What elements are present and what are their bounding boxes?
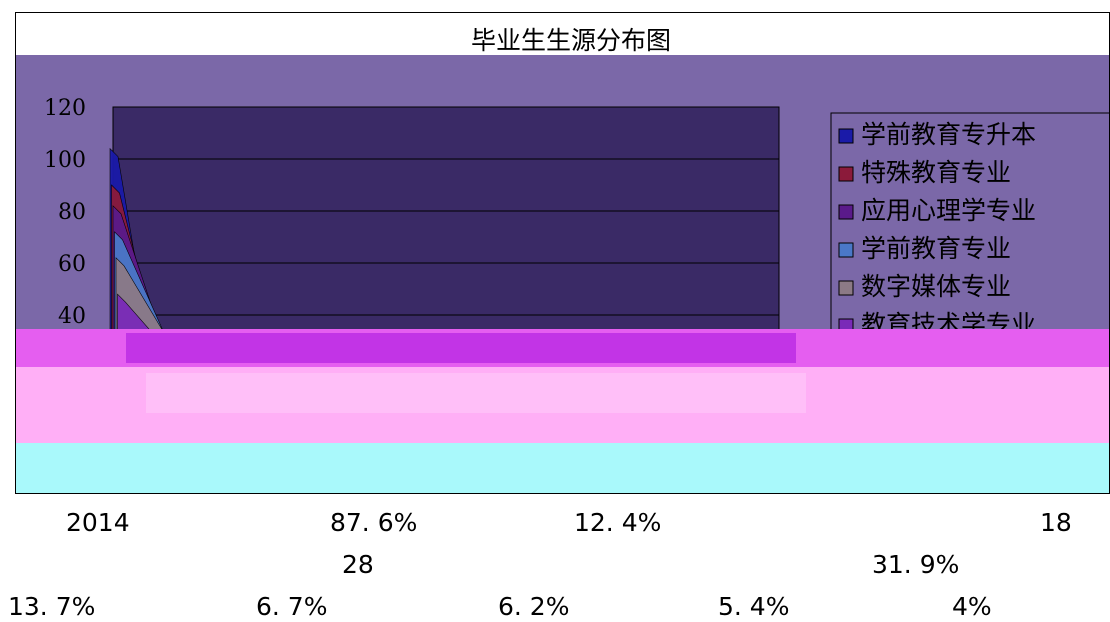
y-tick-label: 40 bbox=[58, 304, 86, 329]
legend-swatch bbox=[838, 128, 854, 144]
chart-frame: 毕业生生源分布图12010080604020学前教育专升本特殊教育专业应用心理学… bbox=[15, 12, 1110, 494]
legend-label: 应用心理学专业 bbox=[861, 196, 1036, 225]
percent-value: 87. 6% bbox=[330, 508, 418, 537]
y-tick-label: 80 bbox=[58, 200, 86, 225]
legend-label: 学前教育专升本 bbox=[861, 120, 1036, 149]
percent-value: 12. 4% bbox=[574, 508, 662, 537]
percent-value: 5. 4% bbox=[718, 592, 790, 621]
year-label: 2014 bbox=[66, 508, 130, 537]
legend-swatch bbox=[838, 204, 854, 220]
legend-swatch bbox=[838, 242, 854, 258]
percent-value: 13. 7% bbox=[8, 592, 96, 621]
legend-swatch bbox=[838, 280, 854, 296]
y-tick-label: 120 bbox=[44, 96, 86, 121]
y-tick-label: 100 bbox=[44, 148, 86, 173]
chart-title: 毕业生生源分布图 bbox=[471, 26, 671, 55]
percent-value: 31. 9% bbox=[872, 550, 960, 579]
legend-label: 数字媒体专业 bbox=[861, 272, 1011, 301]
glitch-band-pink-light bbox=[146, 373, 806, 413]
count-value: 28 bbox=[342, 550, 374, 579]
count-value: 18 bbox=[1040, 508, 1072, 537]
percent-value: 4% bbox=[952, 592, 992, 621]
percent-value: 6. 7% bbox=[256, 592, 328, 621]
legend-label: 学前教育专业 bbox=[861, 234, 1011, 263]
y-tick-label: 60 bbox=[58, 252, 86, 277]
legend-swatch bbox=[838, 166, 854, 182]
glitch-band-cyan bbox=[16, 443, 1109, 493]
glitch-band-magenta-inner bbox=[126, 333, 796, 363]
legend-label: 特殊教育专业 bbox=[861, 158, 1011, 187]
percent-value: 6. 2% bbox=[498, 592, 570, 621]
